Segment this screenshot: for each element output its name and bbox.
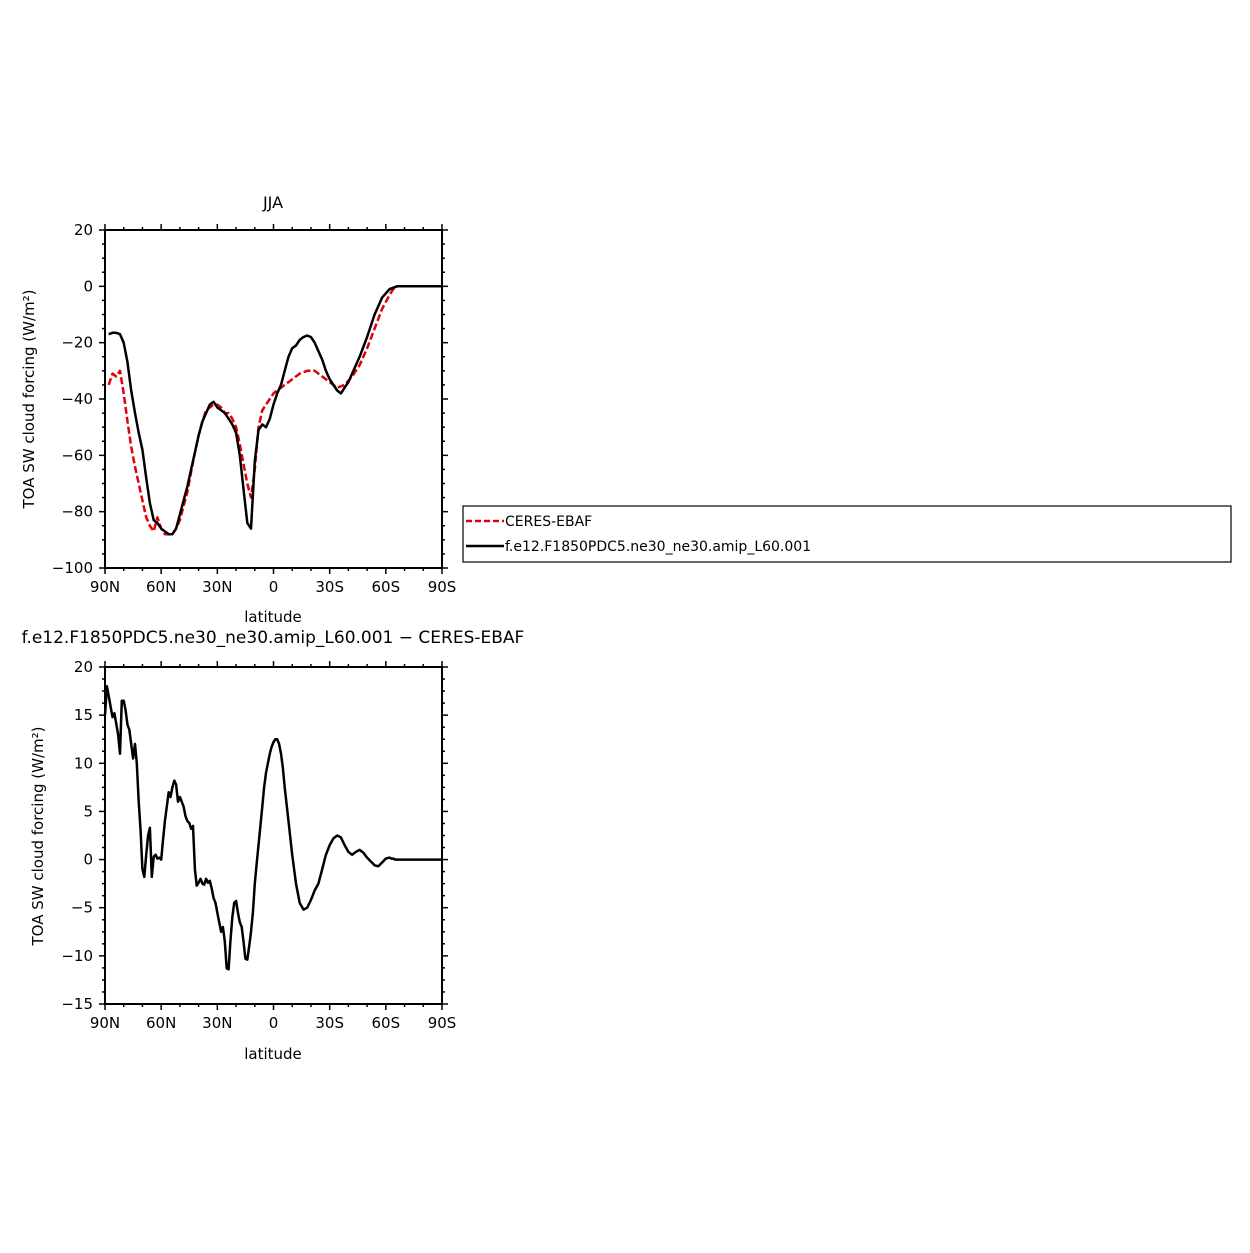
panel-1-y-tick-label: 0 bbox=[83, 277, 93, 295]
panel-2-y-tick-label: 15 bbox=[74, 706, 93, 724]
panel-2-x-tick-label: 60S bbox=[372, 1014, 401, 1032]
panel-1-y-tick-label: 20 bbox=[74, 221, 93, 239]
panel-2-y-tick-label: 0 bbox=[83, 851, 93, 869]
panel-2-y-tick-label: 5 bbox=[83, 802, 93, 820]
legend: CERES-EBAF f.e12.F1850PDC5.ne30_ne30.ami… bbox=[462, 505, 1232, 563]
panel-1-x-tick-label: 0 bbox=[269, 578, 279, 596]
panel-1-series-line-0 bbox=[107, 285, 442, 536]
panel-2-y-tick-label: 20 bbox=[74, 658, 93, 676]
panel-2-ticks: 90N 60N 30N 0 30S 60S 90S 20 15 10 5 0 −5 −10 −15 bbox=[61, 658, 456, 1032]
panel-1-plot-frame bbox=[104, 229, 443, 569]
panel-2-x-tick-label: 60N bbox=[146, 1014, 176, 1032]
panel-1-y-tick-label: −60 bbox=[61, 446, 93, 464]
panel-2-x-axis-label: latitude bbox=[244, 1045, 302, 1063]
panel-2-title: f.e12.F1850PDC5.ne30_ne30.amip_L60.001 −… bbox=[22, 628, 525, 648]
panel-2-x-tick-label: 0 bbox=[269, 1014, 279, 1032]
panel-1-x-tick-label: 60S bbox=[372, 578, 401, 596]
panel-1-series-line-1 bbox=[108, 285, 442, 536]
panel-2-lines bbox=[103, 685, 442, 971]
panel-1-x-tick-label: 30S bbox=[315, 578, 344, 596]
panel-1-y-tick-label: −100 bbox=[52, 559, 93, 577]
panel-1-x-axis-label: latitude bbox=[244, 608, 302, 626]
panel-1-lines bbox=[107, 285, 442, 536]
legend-box bbox=[462, 505, 1232, 563]
panel-1-x-tick-label: 90S bbox=[428, 578, 457, 596]
panel-1-y-tick-label: −20 bbox=[61, 334, 93, 352]
panel-2-y-tick-label: 10 bbox=[74, 754, 93, 772]
panel-2-plot-frame bbox=[104, 666, 443, 1005]
panel-2-series-line-0 bbox=[103, 685, 442, 971]
panel-2-y-tick-label: −10 bbox=[61, 947, 93, 965]
panel-1-title: JJA bbox=[262, 193, 283, 212]
panel-2: f.e12.F1850PDC5.ne30_ne30.amip_L60.001 −… bbox=[22, 628, 525, 1063]
panel-1-ticks: 90N 60N 30N 0 30S 60S 90S 20 0 −20 −40 −60 −80 −100 bbox=[52, 221, 457, 596]
panel-2-x-tick-label: 30N bbox=[202, 1014, 232, 1032]
panel-2-x-tick-label: 90N bbox=[90, 1014, 120, 1032]
panel-1-x-tick-label: 60N bbox=[146, 578, 176, 596]
legend-label-model: f.e12.F1850PDC5.ne30_ne30.amip_L60.001 bbox=[505, 539, 811, 555]
panel-1-x-tick-label: 30N bbox=[202, 578, 232, 596]
panel-2-y-tick-label: −5 bbox=[71, 899, 93, 917]
panel-2-x-tick-label: 30S bbox=[315, 1014, 344, 1032]
panel-1-y-tick-label: −40 bbox=[61, 390, 93, 408]
legend-label-ceres: CERES-EBAF bbox=[505, 514, 592, 530]
panel-1: JJA 90N 60N 30N 0 30S 60S 90S 20 0 −20 −40 −60 −80 −1… bbox=[20, 193, 456, 626]
panel-1-x-tick-label: 90N bbox=[90, 578, 120, 596]
panel-2-y-axis-label: TOA SW cloud forcing (W/m²) bbox=[29, 727, 47, 947]
panel-1-y-axis-label: TOA SW cloud forcing (W/m²) bbox=[20, 290, 38, 510]
panel-1-y-tick-label: −80 bbox=[61, 503, 93, 521]
panel-2-x-tick-label: 90S bbox=[428, 1014, 457, 1032]
panel-2-y-tick-label: −15 bbox=[61, 995, 93, 1013]
